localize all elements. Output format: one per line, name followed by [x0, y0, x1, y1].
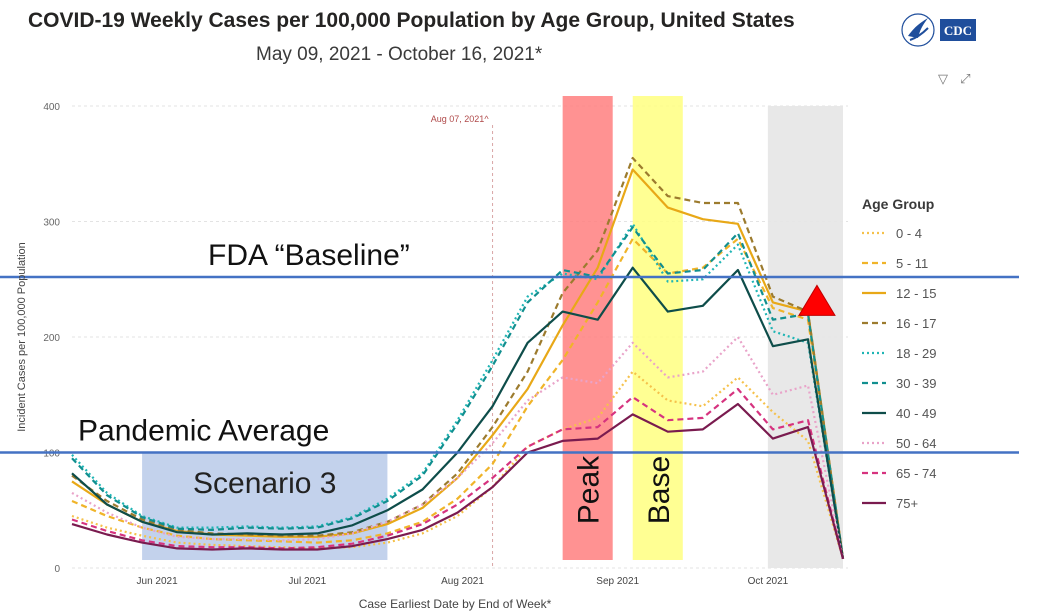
filter-icon[interactable]: ▽ [938, 72, 948, 87]
x-tick-label: Jul 2021 [288, 576, 326, 587]
legend-item[interactable]: 75+ [862, 488, 1032, 518]
legend-swatch [862, 231, 886, 235]
legend-item[interactable]: 5 - 11 [862, 248, 1032, 278]
y-tick-label: 300 [43, 218, 60, 229]
legend-item[interactable]: 50 - 64 [862, 428, 1032, 458]
legend-swatch [862, 411, 886, 415]
hhs-eagle-icon [901, 13, 935, 47]
legend-label: 5 - 11 [896, 255, 929, 271]
vertical-marker-label: Aug 07, 2021^ [431, 114, 490, 124]
expand-icon[interactable]: ⤢ [960, 72, 971, 87]
legend-item[interactable]: 18 - 29 [862, 338, 1032, 368]
y-tick-label: 200 [43, 333, 60, 344]
legend-label: 75+ [896, 495, 919, 511]
legend-label: 18 - 29 [896, 345, 937, 361]
x-tick-label: Jun 2021 [137, 576, 179, 587]
band-label-peak: Peak [573, 455, 606, 524]
x-tick-label: Sep 2021 [596, 576, 639, 587]
legend-swatch [862, 321, 886, 325]
legend-item[interactable]: 16 - 17 [862, 308, 1032, 338]
reference-line-label-1: Pandemic Average [78, 415, 329, 448]
legend-title: Age Group [862, 196, 935, 212]
legend-item[interactable]: 65 - 74 [862, 458, 1032, 488]
reference-line-label-0: FDA “Baseline” [208, 239, 410, 272]
y-tick-label: 100 [43, 449, 60, 460]
legend-items: 0 - 4 5 - 11 12 - 15 16 - 17 18 - 29 30 - 39 4… [862, 218, 1032, 518]
band-incomplete [767, 106, 844, 568]
band-scenario [142, 452, 388, 560]
legend-label: 12 - 15 [896, 285, 937, 301]
x-axis-title: Case Earliest Date by End of Week* [359, 597, 552, 611]
band-peak [562, 96, 613, 560]
warning-triangle-marker [798, 284, 836, 316]
legend-swatch [862, 441, 886, 445]
legend-swatch [862, 501, 886, 505]
band-label-scenario: Scenario 3 [193, 467, 336, 500]
chart-subtitle: May 09, 2021 - October 16, 2021* [256, 44, 543, 65]
legend-label: 50 - 64 [896, 435, 937, 451]
chart-title: COVID-19 Weekly Cases per 100,000 Popula… [28, 9, 795, 32]
cdc-logo: CDC [901, 13, 976, 47]
series-line-5 [71, 226, 845, 559]
cdc-logo-text: CDC [944, 23, 972, 38]
legend-item[interactable]: 0 - 4 [862, 218, 1032, 248]
y-axis-title: Incident Cases per 100,000 Population [16, 242, 28, 432]
visual-toolbar: ▽ ⤢ [938, 72, 979, 87]
x-tick-label: Oct 2021 [748, 576, 789, 587]
y-tick-label: 0 [54, 564, 60, 575]
legend-swatch [862, 351, 886, 355]
legend-swatch [862, 381, 886, 385]
series-line-9 [71, 402, 845, 560]
legend-item[interactable]: 30 - 39 [862, 368, 1032, 398]
legend-item[interactable]: 12 - 15 [862, 278, 1032, 308]
legend-label: 0 - 4 [896, 225, 923, 241]
legend-label: 16 - 17 [896, 315, 937, 331]
series-line-8 [71, 387, 845, 560]
legend-label: 65 - 74 [896, 465, 937, 481]
band-base [632, 96, 683, 560]
series-line-7 [71, 335, 845, 560]
legend-label: 40 - 49 [896, 405, 937, 421]
legend-item[interactable]: 40 - 49 [862, 398, 1032, 428]
x-tick-label: Aug 2021 [441, 576, 484, 587]
legend-swatch [862, 471, 886, 475]
series-line-3 [71, 156, 845, 559]
legend-swatch [862, 291, 886, 295]
series-line-1 [71, 237, 845, 559]
y-tick-label: 400 [43, 102, 60, 113]
legend: Age Group 0 - 4 5 - 11 12 - 15 16 - 17 18 - … [862, 196, 1032, 518]
band-label-base: Base [643, 456, 676, 524]
legend-label: 30 - 39 [896, 375, 937, 391]
legend-swatch [862, 261, 886, 265]
